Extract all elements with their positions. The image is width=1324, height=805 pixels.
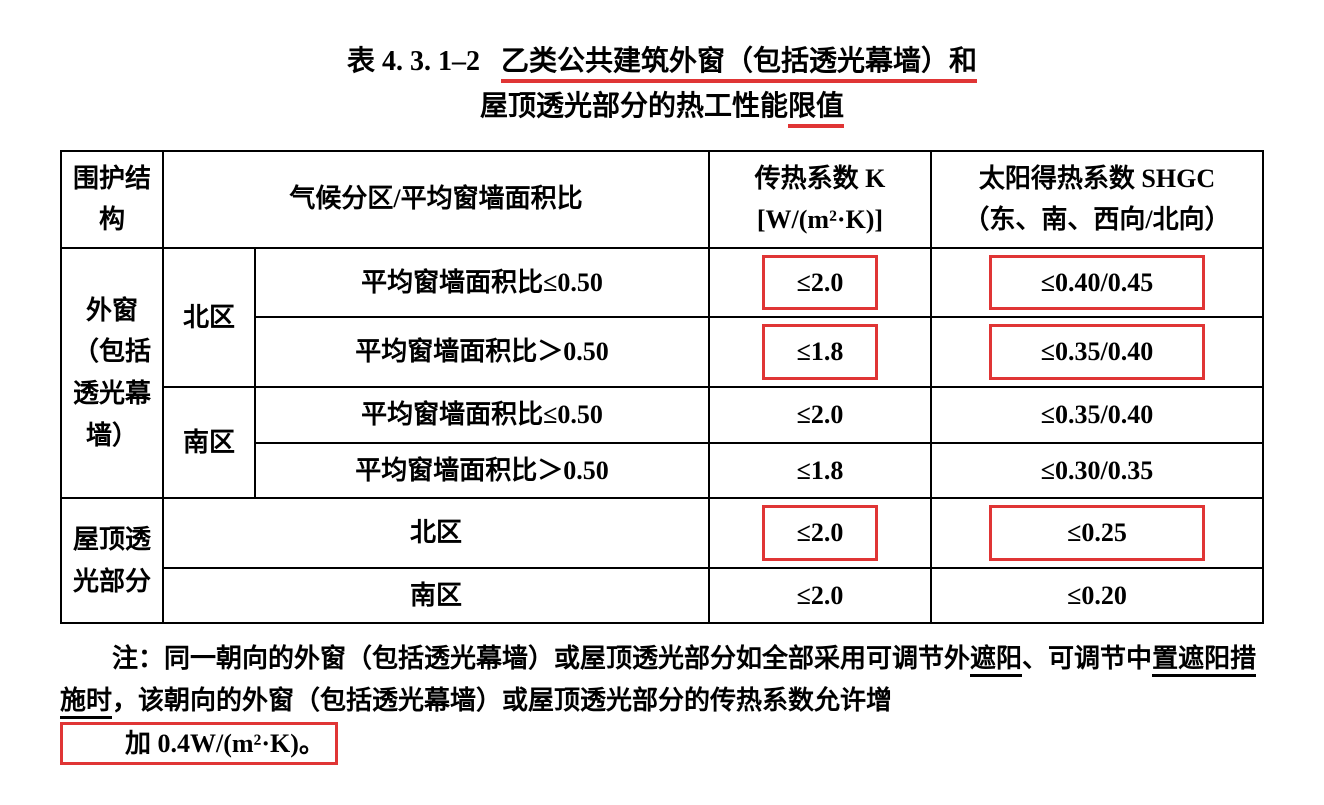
header-shgc: 太阳得热系数 SHGC （东、南、西向/北向） [931, 151, 1263, 248]
row-label-roof: 屋顶透光部分 [61, 498, 163, 623]
title-line2b: 限值 [788, 91, 844, 128]
title-line1: 乙类公共建筑外窗（包括透光幕墙）和 [501, 46, 977, 83]
zone-south: 南区 [163, 387, 255, 498]
k-cell: ≤2.0 [709, 387, 931, 443]
note-underline: 遮阳 [970, 644, 1022, 677]
k-cell: ≤1.8 [709, 443, 931, 499]
shgc-cell: ≤0.35/0.40 [931, 317, 1263, 387]
performance-table: 围护结构 气候分区/平均窗墙面积比 传热系数 K [W/(m²·K)] 太阳得热… [60, 150, 1264, 625]
criteria-cell: 平均窗墙面积比≤0.50 [255, 248, 709, 318]
table-row: 南区 ≤2.0 ≤0.20 [61, 568, 1263, 624]
header-structure: 围护结构 [61, 151, 163, 248]
shgc-cell: ≤0.25 [931, 498, 1263, 568]
zone-north: 北区 [163, 248, 255, 387]
zone-north: 北区 [163, 498, 709, 568]
shgc-cell: ≤0.20 [931, 568, 1263, 624]
shgc-cell: ≤0.30/0.35 [931, 443, 1263, 499]
k-cell: ≤2.0 [709, 568, 931, 624]
table-header-row: 围护结构 气候分区/平均窗墙面积比 传热系数 K [W/(m²·K)] 太阳得热… [61, 151, 1263, 248]
title-prefix: 表 4. 3. 1–2 [347, 46, 480, 77]
table-row: 外窗（包括透光幕墙） 北区 平均窗墙面积比≤0.50 ≤2.0 ≤0.40/0.… [61, 248, 1263, 318]
table-title: 表 4. 3. 1–2 乙类公共建筑外窗（包括透光幕墙）和 屋顶透光部分的热工性… [60, 40, 1264, 130]
k-cell: ≤2.0 [709, 498, 931, 568]
row-label-window: 外窗（包括透光幕墙） [61, 248, 163, 498]
shgc-cell: ≤0.40/0.45 [931, 248, 1263, 318]
header-climate: 气候分区/平均窗墙面积比 [163, 151, 709, 248]
table-note: 注：同一朝向的外窗（包括透光幕墙）或屋顶透光部分如全部采用可调节外遮阳、可调节中… [60, 638, 1264, 765]
header-k: 传热系数 K [W/(m²·K)] [709, 151, 931, 248]
k-cell: ≤1.8 [709, 317, 931, 387]
criteria-cell: 平均窗墙面积比≤0.50 [255, 387, 709, 443]
zone-south: 南区 [163, 568, 709, 624]
table-row: 南区 平均窗墙面积比≤0.50 ≤2.0 ≤0.35/0.40 [61, 387, 1263, 443]
criteria-cell: 平均窗墙面积比＞0.50 [255, 443, 709, 499]
k-cell: ≤2.0 [709, 248, 931, 318]
shgc-cell: ≤0.35/0.40 [931, 387, 1263, 443]
note-prefix: 注： [112, 644, 164, 673]
table-row: 屋顶透光部分 北区 ≤2.0 ≤0.25 [61, 498, 1263, 568]
note-red-box: 加 0.4W/(m²·K)。 [60, 722, 338, 766]
title-line2a: 屋顶透光部分的热工性能 [480, 91, 788, 122]
criteria-cell: 平均窗墙面积比＞0.50 [255, 317, 709, 387]
